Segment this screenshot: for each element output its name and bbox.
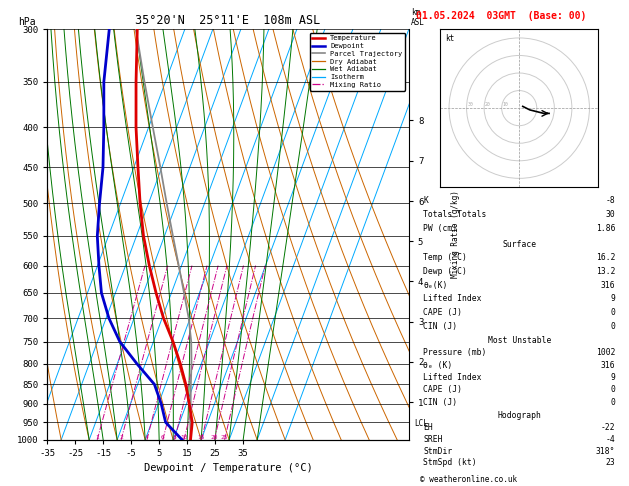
Text: CAPE (J): CAPE (J) [423, 385, 462, 395]
Text: 0: 0 [610, 398, 615, 407]
Text: © weatheronline.co.uk: © weatheronline.co.uk [420, 475, 517, 484]
Text: 30: 30 [467, 102, 473, 106]
Text: hPa: hPa [18, 17, 36, 27]
Text: CIN (J): CIN (J) [423, 322, 457, 330]
Text: 318°: 318° [596, 447, 615, 455]
Text: CIN (J): CIN (J) [423, 398, 457, 407]
Text: 2: 2 [120, 435, 123, 440]
Text: StmSpd (kt): StmSpd (kt) [423, 458, 477, 468]
Text: 316: 316 [601, 281, 615, 290]
Legend: Temperature, Dewpoint, Parcel Trajectory, Dry Adiabat, Wet Adiabat, Isotherm, Mi: Temperature, Dewpoint, Parcel Trajectory… [309, 33, 405, 90]
Text: 01.05.2024  03GMT  (Base: 00): 01.05.2024 03GMT (Base: 00) [416, 11, 587, 21]
Text: 20: 20 [211, 435, 218, 440]
Text: 9: 9 [610, 295, 615, 303]
Text: θₑ (K): θₑ (K) [423, 361, 452, 370]
Text: 4: 4 [145, 435, 149, 440]
Text: Dewp (°C): Dewp (°C) [423, 267, 467, 276]
Text: Lifted Index: Lifted Index [423, 373, 482, 382]
Text: -4: -4 [606, 435, 615, 444]
Text: Temp (°C): Temp (°C) [423, 254, 467, 262]
Text: 316: 316 [601, 361, 615, 370]
Text: 1002: 1002 [596, 348, 615, 357]
Text: 1.86: 1.86 [596, 224, 615, 233]
Text: Lifted Index: Lifted Index [423, 295, 482, 303]
Text: 8: 8 [173, 435, 177, 440]
Text: 20: 20 [485, 102, 491, 106]
Text: 10: 10 [503, 102, 508, 106]
Text: CAPE (J): CAPE (J) [423, 308, 462, 317]
Text: 13.2: 13.2 [596, 267, 615, 276]
Text: 10: 10 [180, 435, 187, 440]
Text: LCL: LCL [415, 419, 428, 428]
Text: -8: -8 [606, 195, 615, 205]
Text: 0: 0 [610, 385, 615, 395]
Text: 1: 1 [96, 435, 99, 440]
Text: Most Unstable: Most Unstable [487, 336, 551, 345]
Text: 25: 25 [221, 435, 228, 440]
Text: 16.2: 16.2 [596, 254, 615, 262]
Text: 9: 9 [610, 373, 615, 382]
Text: -22: -22 [601, 423, 615, 432]
Text: 30: 30 [606, 210, 615, 219]
Text: Hodograph: Hodograph [498, 411, 541, 420]
Text: θₑ(K): θₑ(K) [423, 281, 448, 290]
Text: StmDir: StmDir [423, 447, 452, 455]
Text: Totals Totals: Totals Totals [423, 210, 487, 219]
Text: 23: 23 [606, 458, 615, 468]
Text: 15: 15 [198, 435, 205, 440]
Text: 6: 6 [161, 435, 165, 440]
Title: 35°20'N  25°11'E  108m ASL: 35°20'N 25°11'E 108m ASL [135, 14, 321, 27]
Text: K: K [423, 195, 428, 205]
Text: SREH: SREH [423, 435, 443, 444]
Text: 0: 0 [610, 322, 615, 330]
Text: Surface: Surface [502, 240, 537, 249]
Text: 0: 0 [610, 308, 615, 317]
Text: km
ASL: km ASL [411, 8, 425, 27]
Text: EH: EH [423, 423, 433, 432]
Text: kt: kt [445, 35, 455, 43]
X-axis label: Dewpoint / Temperature (°C): Dewpoint / Temperature (°C) [143, 464, 313, 473]
Text: Pressure (mb): Pressure (mb) [423, 348, 487, 357]
Text: Mixing Ratio (g/kg): Mixing Ratio (g/kg) [452, 191, 460, 278]
Text: PW (cm): PW (cm) [423, 224, 457, 233]
